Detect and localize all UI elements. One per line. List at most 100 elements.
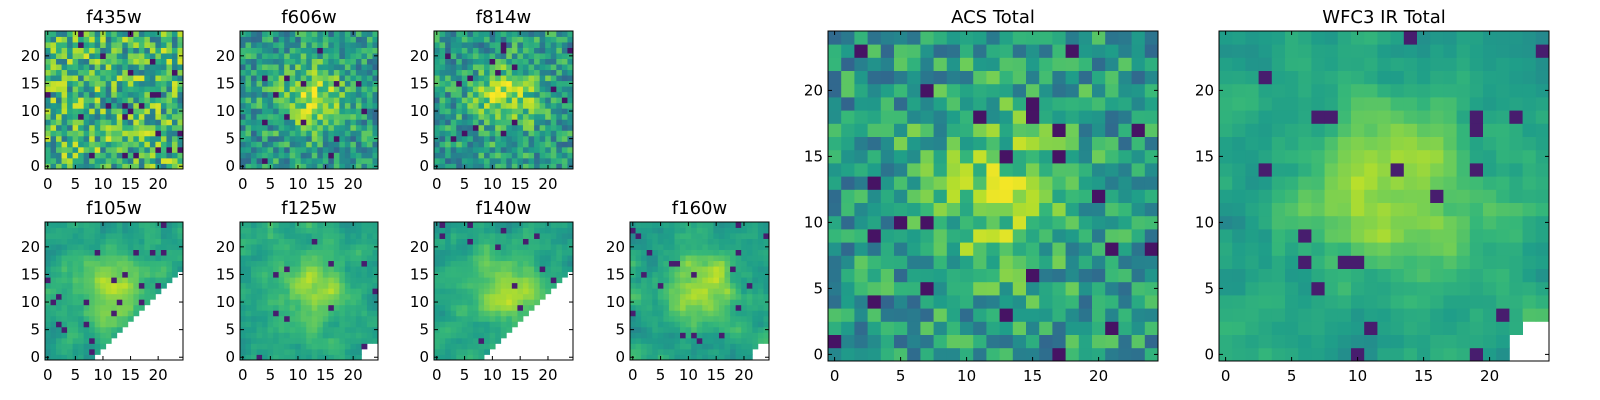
heatmap-cell xyxy=(506,249,513,256)
heatmap-cell xyxy=(854,97,868,111)
heatmap-cell xyxy=(311,255,318,262)
heatmap-cell xyxy=(273,321,280,328)
heatmap-cell xyxy=(1144,334,1159,349)
heatmap-cell xyxy=(489,42,496,48)
heatmap-cell xyxy=(105,310,112,317)
heatmap-cell xyxy=(273,337,280,344)
heatmap-cell xyxy=(273,157,280,164)
heatmap-cell xyxy=(1052,97,1066,111)
heatmap-cell xyxy=(61,244,68,250)
heatmap-cell xyxy=(880,57,895,71)
heatmap-cell xyxy=(489,119,496,126)
heatmap-cell xyxy=(100,321,107,328)
heatmap-cell xyxy=(506,102,513,109)
heatmap-cell xyxy=(72,36,79,43)
heatmap-cell xyxy=(1052,149,1066,164)
heatmap-cell xyxy=(144,102,151,109)
heatmap-cell xyxy=(284,288,291,295)
heatmap-cell xyxy=(284,266,291,273)
heatmap-cell xyxy=(434,58,440,65)
heatmap-cell xyxy=(461,315,468,322)
heatmap-cell xyxy=(267,332,274,339)
heatmap-cell xyxy=(251,293,257,300)
heatmap-cell xyxy=(328,315,335,322)
heatmap-cell xyxy=(278,53,285,59)
heatmap-cell xyxy=(251,86,257,93)
x-tick-label: 0 xyxy=(238,366,248,384)
heatmap-cell xyxy=(467,91,474,98)
heatmap-cell xyxy=(752,299,759,306)
heatmap-cell xyxy=(439,64,446,71)
heatmap-cell xyxy=(450,222,457,228)
heatmap-cell xyxy=(718,310,725,317)
heatmap-cell xyxy=(361,47,368,54)
heatmap-cell xyxy=(472,64,479,71)
heatmap-cell xyxy=(322,310,329,317)
heatmap-cell xyxy=(500,315,507,322)
heatmap-cell xyxy=(328,299,335,306)
heatmap-cell xyxy=(1144,295,1159,309)
heatmap-cell xyxy=(311,141,318,148)
heatmap-cell xyxy=(350,47,357,54)
heatmap-cell xyxy=(344,222,351,228)
heatmap-cell xyxy=(495,69,502,76)
heatmap-cell xyxy=(445,249,452,256)
heatmap-cell xyxy=(61,354,68,361)
heatmap-cell xyxy=(144,260,151,267)
heatmap-cell xyxy=(528,146,535,153)
heatmap-cell xyxy=(534,47,541,54)
heatmap-cell xyxy=(920,242,934,256)
heatmap-cell xyxy=(144,86,151,93)
heatmap-cell xyxy=(256,69,263,76)
heatmap-cell xyxy=(89,113,96,120)
heatmap-cell xyxy=(133,47,140,54)
heatmap-cell xyxy=(1092,149,1106,164)
heatmap-cell xyxy=(511,119,518,126)
heatmap-cell xyxy=(1052,189,1066,203)
heatmap-cell xyxy=(467,315,474,322)
heatmap-cell xyxy=(1105,110,1119,124)
heatmap-cell xyxy=(506,91,513,98)
heatmap-cell xyxy=(1092,255,1106,269)
heatmap-cell xyxy=(245,332,252,339)
heatmap-cell xyxy=(735,332,742,339)
heatmap-cell xyxy=(328,326,335,333)
heatmap-cell xyxy=(94,36,101,43)
heatmap-cell xyxy=(350,75,357,82)
heatmap-cell xyxy=(450,337,457,344)
heatmap-cell xyxy=(445,135,452,142)
heatmap-cell xyxy=(495,222,502,228)
heatmap-cell xyxy=(730,299,737,306)
heatmap-cell xyxy=(691,282,698,289)
heatmap-cell xyxy=(484,288,490,295)
heatmap-cell xyxy=(439,233,446,239)
heatmap-cell xyxy=(262,146,268,153)
heatmap-cell xyxy=(111,299,118,306)
heatmap-cell xyxy=(284,271,291,278)
heatmap-cell xyxy=(72,244,79,250)
heatmap-cell xyxy=(854,268,868,283)
heatmap-cell xyxy=(240,113,246,120)
heatmap-cell xyxy=(545,282,552,289)
heatmap-cell xyxy=(534,31,541,37)
heatmap-cell xyxy=(289,135,296,142)
heatmap-cell xyxy=(484,53,490,59)
heatmap-cell xyxy=(478,227,485,234)
heatmap-cell xyxy=(567,47,574,54)
heatmap-cell xyxy=(344,75,351,82)
y-tick-label: 0 xyxy=(419,157,429,175)
heatmap-cell xyxy=(445,288,452,295)
heatmap-cell xyxy=(746,277,753,284)
heatmap-cell xyxy=(456,315,463,322)
heatmap-cell xyxy=(1065,136,1080,151)
heatmap-cell xyxy=(278,233,285,239)
heatmap-cell xyxy=(262,310,268,317)
heatmap-cell xyxy=(295,141,302,148)
heatmap-cell xyxy=(61,97,68,104)
heatmap-cell xyxy=(245,91,252,98)
heatmap-cell xyxy=(450,152,457,159)
heatmap-cell xyxy=(284,249,291,256)
heatmap-cell xyxy=(295,343,302,350)
heatmap-cell xyxy=(72,343,79,350)
heatmap-cell xyxy=(828,136,842,151)
